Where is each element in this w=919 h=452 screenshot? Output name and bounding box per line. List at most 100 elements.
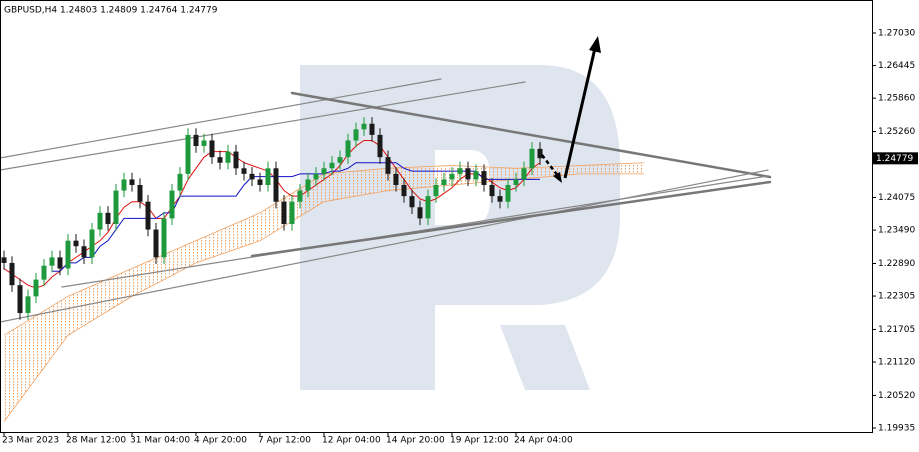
- candle-body: [57, 257, 63, 269]
- y-tick-label: 1.22890: [878, 259, 915, 269]
- candle-body: [65, 240, 71, 269]
- candle-body: [449, 173, 455, 180]
- trend-lines: [0, 78, 772, 323]
- y-tick-label: 1.27030: [878, 29, 915, 39]
- forecast-arrows: [541, 36, 601, 183]
- candle-body: [409, 196, 415, 208]
- candle-body: [457, 168, 463, 174]
- candle-body: [265, 168, 271, 185]
- candle-body: [273, 168, 279, 202]
- candle-body: [25, 296, 31, 314]
- candle-body: [153, 229, 159, 258]
- x-tick-label: 28 Mar 12:00: [66, 436, 126, 446]
- x-tick-label: 19 Apr 12:00: [450, 436, 509, 446]
- candle-body: [361, 123, 367, 130]
- candle-body: [1, 257, 7, 263]
- candle-body: [161, 218, 167, 258]
- candle-body: [17, 285, 23, 314]
- y-tick-label: 1.25260: [878, 127, 915, 137]
- candle-body: [465, 168, 471, 180]
- candle-body: [385, 157, 391, 174]
- y-tick-label: 1.23490: [878, 226, 915, 236]
- candle-body: [145, 201, 151, 230]
- candle-body: [377, 134, 383, 158]
- y-tick-label: 1.21705: [878, 325, 915, 335]
- candle-body: [337, 157, 343, 163]
- candle-body: [217, 157, 223, 163]
- x-tick-label: 12 Apr 04:00: [322, 436, 381, 446]
- cloud-span-b: [3, 173, 644, 422]
- candle-body: [505, 184, 511, 202]
- forecast-arrow: [541, 154, 559, 177]
- x-tick-label: 14 Apr 20:00: [386, 436, 445, 446]
- x-tick-label: 7 Apr 12:00: [258, 436, 311, 446]
- candle-body: [441, 179, 447, 185]
- candle-body: [257, 179, 263, 185]
- candle-body: [137, 184, 143, 202]
- x-tick-label: 23 Mar 2023: [2, 436, 59, 446]
- candle-body: [33, 279, 39, 297]
- candle-body: [497, 196, 503, 202]
- candle-body: [481, 171, 487, 185]
- x-tick-label: 24 Apr 04:00: [514, 436, 573, 446]
- candle-body: [529, 148, 535, 169]
- candle-body: [41, 265, 47, 280]
- candle-body: [289, 201, 295, 224]
- candle-body: [417, 207, 423, 219]
- arrow-head: [553, 172, 562, 183]
- forecast-arrow: [563, 47, 597, 179]
- candle-body: [225, 151, 231, 163]
- candle-body: [233, 151, 239, 169]
- candle-body: [305, 179, 311, 191]
- candle-body: [513, 179, 519, 185]
- y-tick-label: 1.21120: [878, 358, 915, 368]
- y-tick-label: 1.22305: [878, 292, 915, 302]
- candle-body: [433, 184, 439, 197]
- y-tick-label: 1.24075: [878, 193, 915, 203]
- candle-body: [249, 173, 255, 180]
- candle-body: [401, 184, 407, 197]
- candle-body: [353, 129, 359, 141]
- x-tick-label: 4 Apr 20:00: [194, 436, 247, 446]
- y-tick-label: 1.20520: [878, 391, 915, 401]
- candle-body: [97, 212, 103, 230]
- candle-body: [321, 168, 327, 174]
- candle-body: [81, 246, 87, 258]
- candle-body: [345, 140, 351, 158]
- candle-body: [113, 190, 119, 224]
- x-tick-label: 31 Mar 04:00: [130, 436, 190, 446]
- arrow-head: [589, 36, 601, 53]
- candle-body: [9, 262, 15, 286]
- plot-border: [0, 0, 873, 433]
- candle-body: [193, 134, 199, 147]
- candle-body: [425, 196, 431, 219]
- candle-body: [121, 179, 127, 191]
- candle-body: [393, 173, 399, 185]
- candle-body: [129, 179, 135, 185]
- candle-body: [177, 173, 183, 191]
- trend-line: [0, 78, 442, 159]
- y-tick-label: 1.26445: [878, 61, 915, 71]
- candle-body: [185, 134, 191, 174]
- candle-body: [473, 171, 479, 180]
- trend-line: [290, 91, 772, 179]
- candle-body: [241, 168, 247, 174]
- candle-body: [169, 190, 175, 219]
- candle-body: [521, 168, 527, 180]
- y-tick-label: 1.19935: [878, 423, 915, 433]
- chart-title: GBPUSD,H4 1.24803 1.24809 1.24764 1.2477…: [4, 6, 218, 16]
- candle-body: [297, 190, 303, 202]
- cloud-fill: [4, 162, 644, 422]
- candle-body: [281, 201, 287, 224]
- candle-body: [73, 240, 79, 247]
- candle-body: [489, 184, 495, 197]
- current-price-label: 1.24779: [876, 154, 913, 164]
- current-price-box: [873, 152, 918, 165]
- y-tick-label: 1.25860: [878, 94, 915, 104]
- candle-body: [209, 140, 215, 158]
- trend-line: [0, 169, 769, 323]
- candle-body: [105, 212, 111, 224]
- candle-body: [369, 123, 375, 135]
